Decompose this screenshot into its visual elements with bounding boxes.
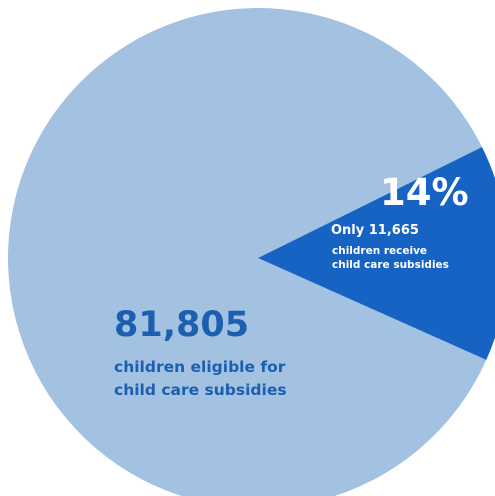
receive-label-line-2: children receive — [332, 245, 427, 257]
pie-slice-eligible — [8, 8, 487, 496]
eligible-label-line-1: children eligible for — [114, 358, 286, 376]
receive-label-line-3: child care subsidies — [332, 259, 449, 271]
receive-percent: 14% — [380, 171, 469, 214]
eligible-label-line-2: child care subsidies — [114, 381, 287, 399]
pie-slice-receive — [258, 147, 495, 360]
receive-label-line-1: Only 11,665 — [331, 223, 419, 238]
eligible-count: 81,805 — [114, 305, 249, 345]
